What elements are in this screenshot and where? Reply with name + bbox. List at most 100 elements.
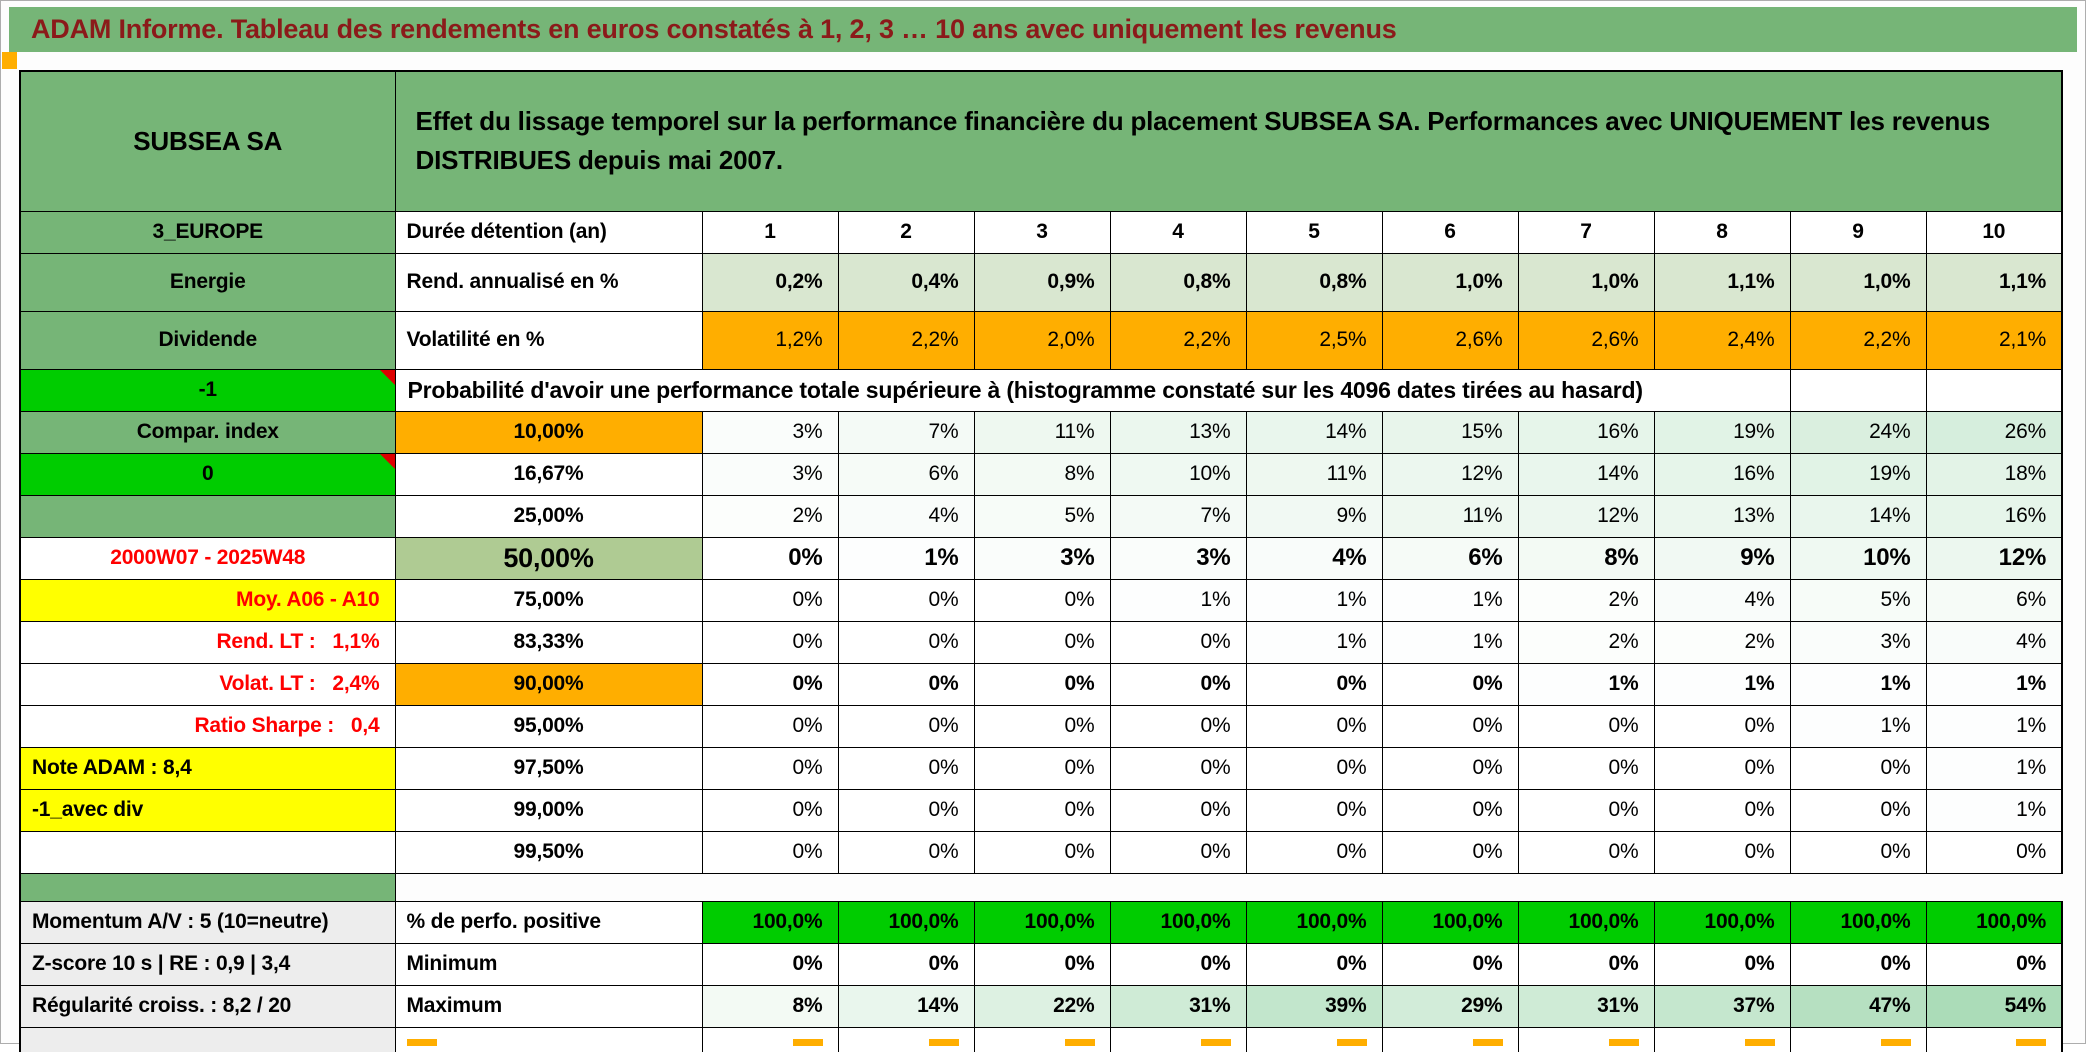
prob-cell[interactable]: 0% <box>973 830 1111 874</box>
positive-cell[interactable]: 100,0% <box>1789 900 1927 944</box>
return-cell[interactable]: 1,1% <box>1925 252 2064 312</box>
maximum-cell[interactable]: 22% <box>973 984 1111 1028</box>
compare-index-cell[interactable]: Compar. index <box>19 410 396 454</box>
threshold-cell[interactable]: 99,50% <box>394 830 703 874</box>
prob-cell[interactable]: 0% <box>837 620 975 664</box>
prob-cell[interactable]: 8% <box>1517 536 1655 580</box>
prob-cell[interactable]: 0% <box>973 620 1111 664</box>
prob-cell[interactable]: 3% <box>1109 536 1247 580</box>
return-cell[interactable]: 1,0% <box>1789 252 1927 312</box>
prob-cell[interactable]: 0% <box>701 830 839 874</box>
prob-cell[interactable]: 0% <box>1109 746 1247 790</box>
prob-cell[interactable]: 0% <box>1109 788 1247 832</box>
return-cell[interactable]: 0,8% <box>1245 252 1383 312</box>
avec-div-cell[interactable]: -1_avec div <box>19 788 396 832</box>
prob-cell[interactable]: 0% <box>837 662 975 706</box>
return-cell[interactable]: 0,4% <box>837 252 975 312</box>
prob-cell[interactable]: 9% <box>1245 494 1383 538</box>
prob-cell[interactable]: 7% <box>1109 494 1247 538</box>
style-cell[interactable]: Dividende <box>19 310 396 370</box>
minimum-cell[interactable]: 0% <box>1517 942 1655 986</box>
year-header-cell[interactable]: 7 <box>1517 210 1655 254</box>
fund-name-cell[interactable]: SUBSEA SA <box>19 70 396 212</box>
prob-cell[interactable]: 12% <box>1925 536 2064 580</box>
prob-cell[interactable]: 0% <box>1925 830 2064 874</box>
maximum-cell[interactable]: 31% <box>1109 984 1247 1028</box>
prob-cell[interactable]: 6% <box>1381 536 1519 580</box>
prob-cell[interactable]: 14% <box>1789 494 1927 538</box>
prob-cell[interactable]: 3% <box>701 410 839 454</box>
prob-cell[interactable]: 2% <box>1517 578 1655 622</box>
zero-cell[interactable]: 0 <box>19 452 396 496</box>
empty-cell[interactable] <box>1925 368 2064 412</box>
positive-cell[interactable]: 100,0% <box>1925 900 2064 944</box>
prob-cell[interactable]: 2% <box>1517 620 1655 664</box>
prob-cell[interactable]: 0% <box>837 578 975 622</box>
prob-cell[interactable]: 0% <box>1517 704 1655 748</box>
prob-cell[interactable]: 0% <box>701 746 839 790</box>
return-label-cell[interactable]: Rend. annualisé en % <box>394 252 703 312</box>
zscore-cell[interactable]: Z-score 10 s | RE : 0,9 | 3,4 <box>19 942 396 986</box>
volatility-cell[interactable]: 2,0% <box>973 310 1111 370</box>
prob-cell[interactable]: 0% <box>1517 746 1655 790</box>
prob-cell[interactable]: 5% <box>1789 578 1927 622</box>
maximum-cell[interactable]: 39% <box>1245 984 1383 1028</box>
minimum-cell[interactable]: 0% <box>1789 942 1927 986</box>
prob-cell[interactable]: 0% <box>973 746 1111 790</box>
prob-cell[interactable]: 10% <box>1109 452 1247 496</box>
prob-cell[interactable]: 6% <box>1925 578 2064 622</box>
prob-cell[interactable]: 0% <box>1381 662 1519 706</box>
prob-cell[interactable]: 10% <box>1789 536 1927 580</box>
sharpe-cell[interactable]: Ratio Sharpe : 0,4 <box>19 704 396 748</box>
prob-cell[interactable]: 0% <box>701 704 839 748</box>
year-header-cell[interactable]: 5 <box>1245 210 1383 254</box>
prob-cell[interactable]: 0% <box>837 830 975 874</box>
prob-cell[interactable]: 0% <box>837 704 975 748</box>
return-cell[interactable]: 0,8% <box>1109 252 1247 312</box>
positive-cell[interactable]: 100,0% <box>1517 900 1655 944</box>
positive-label-cell[interactable]: % de perfo. positive <box>394 900 703 944</box>
prob-cell[interactable]: 0% <box>701 578 839 622</box>
return-cell[interactable]: 0,2% <box>701 252 839 312</box>
prob-cell[interactable]: 11% <box>1245 452 1383 496</box>
prob-cell[interactable]: 3% <box>1789 620 1927 664</box>
prob-cell[interactable]: 0% <box>1381 788 1519 832</box>
positive-cell[interactable]: 100,0% <box>1381 900 1519 944</box>
prob-cell[interactable]: 0% <box>1381 704 1519 748</box>
positive-cell[interactable]: 100,0% <box>1109 900 1247 944</box>
minimum-cell[interactable]: 0% <box>1925 942 2064 986</box>
prob-cell[interactable]: 0% <box>701 620 839 664</box>
prob-cell[interactable]: 2% <box>1653 620 1791 664</box>
period-cell[interactable]: 2000W07 - 2025W48 <box>19 536 396 580</box>
prob-cell[interactable]: 0% <box>1245 662 1383 706</box>
year-header-cell[interactable]: 3 <box>973 210 1111 254</box>
prob-cell[interactable]: 1% <box>1245 620 1383 664</box>
prob-cell[interactable]: 1% <box>1789 704 1927 748</box>
prob-cell[interactable]: 0% <box>1653 830 1791 874</box>
prob-cell[interactable]: 5% <box>973 494 1111 538</box>
minimum-cell[interactable]: 0% <box>701 942 839 986</box>
prob-cell[interactable]: 1% <box>1925 662 2064 706</box>
year-header-cell[interactable]: 2 <box>837 210 975 254</box>
prob-cell[interactable]: 8% <box>973 452 1111 496</box>
prob-cell[interactable]: 7% <box>837 410 975 454</box>
minimum-label-cell[interactable]: Minimum <box>394 942 703 986</box>
prob-cell[interactable]: 1% <box>1653 662 1791 706</box>
prob-cell[interactable]: 0% <box>1109 704 1247 748</box>
prob-cell[interactable]: 15% <box>1381 410 1519 454</box>
prob-cell[interactable]: 0% <box>1789 830 1927 874</box>
prob-cell[interactable]: 1% <box>1245 578 1383 622</box>
positive-cell[interactable]: 100,0% <box>837 900 975 944</box>
prob-cell[interactable]: 0% <box>837 788 975 832</box>
top-banner-cell[interactable]: ADAM Informe. Tableau des rendements en … <box>9 7 2077 52</box>
positive-cell[interactable]: 100,0% <box>701 900 839 944</box>
prob-cell[interactable]: 0% <box>701 788 839 832</box>
volatility-cell[interactable]: 1,2% <box>701 310 839 370</box>
year-header-cell[interactable]: 8 <box>1653 210 1791 254</box>
prob-cell[interactable]: 4% <box>837 494 975 538</box>
return-cell[interactable]: 1,0% <box>1517 252 1655 312</box>
prob-cell[interactable]: 14% <box>1517 452 1655 496</box>
prob-cell[interactable]: 18% <box>1925 452 2064 496</box>
prob-cell[interactable]: 1% <box>1517 662 1655 706</box>
threshold-cell[interactable]: 97,50% <box>394 746 703 790</box>
